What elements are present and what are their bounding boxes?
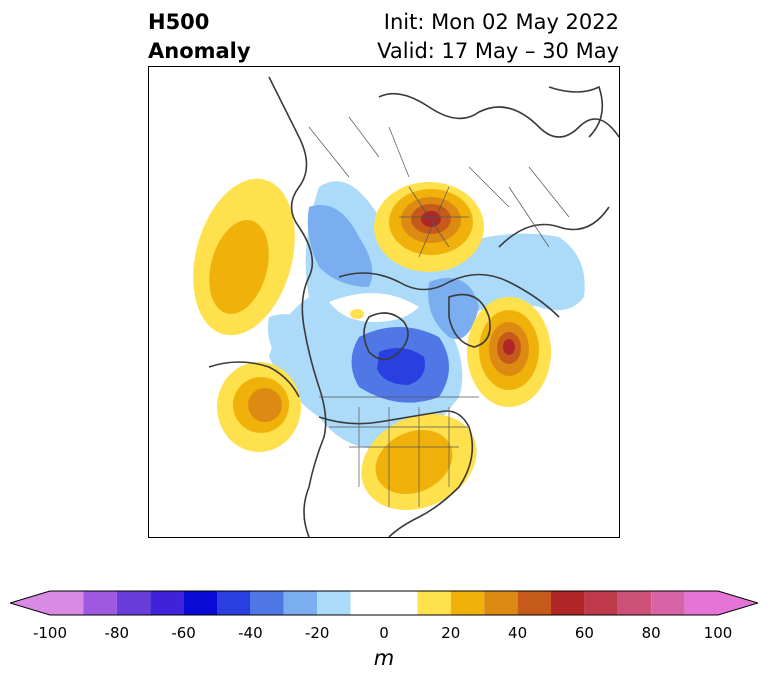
init-date: Init: Mon 02 May 2022 [383, 10, 619, 34]
colorbar-unit: m [373, 646, 395, 670]
colorbar-segment [450, 591, 485, 615]
colorbar-outline [10, 590, 758, 616]
colorbar-segment [317, 591, 351, 615]
colorbar-segment [83, 591, 117, 615]
colorbar-tick-label: -60 [171, 624, 196, 642]
colorbar-segment [517, 591, 551, 615]
chart-title: H500 Anomaly [148, 8, 251, 66]
colorbar-segments [50, 591, 718, 615]
colorbar-segment [684, 591, 718, 615]
colorbar-segment [651, 591, 685, 615]
title-variable: H500 [148, 10, 210, 34]
map-svg [193, 76, 619, 537]
valid-range: Valid: 17 May – 30 May [377, 39, 619, 63]
colorbar-segment [283, 591, 318, 615]
colorbar [10, 590, 758, 616]
colorbar-segment [551, 591, 585, 615]
colorbar-tick-label: -80 [104, 624, 130, 642]
forecast-dates: Init: Mon 02 May 2022 Valid: 17 May – 30… [377, 8, 619, 66]
positive-anomaly-regions [193, 178, 551, 511]
colorbar-segment [584, 591, 618, 615]
colorbar-tick-label: -20 [304, 624, 330, 642]
colorbar-segment [217, 591, 251, 615]
colorbar-tick-label: 40 [508, 624, 528, 642]
anomaly-map [148, 66, 620, 538]
colorbar-segment [150, 591, 184, 615]
colorbar-tick-label: 100 [703, 624, 733, 642]
coastlines [208, 76, 619, 537]
colorbar-segment [350, 591, 418, 615]
colorbar-segment [50, 591, 84, 615]
colorbar-tick-labels: -100 -80 -60 -40 -20 0 20 40 60 80 100 [0, 624, 768, 644]
political-borders [308, 116, 570, 507]
colorbar-tick-label: 80 [641, 624, 661, 642]
title-anomaly: Anomaly [148, 39, 251, 63]
colorbar-under-arrow [10, 591, 50, 615]
colorbar-segment [116, 591, 151, 615]
colorbar-segment [484, 591, 518, 615]
colorbar-tick-label: 60 [574, 624, 594, 642]
colorbar-segment [183, 591, 217, 615]
colorbar-over-arrow [718, 591, 758, 615]
colorbar-tick-label: 0 [379, 624, 389, 642]
negative-anomaly-regions [268, 181, 585, 449]
colorbar-tick-label: -100 [32, 624, 68, 642]
colorbar-segment [250, 591, 284, 615]
colorbar-tick-label: 20 [441, 624, 461, 642]
colorbar-tick-label: -40 [238, 624, 263, 642]
colorbar-segment [617, 591, 652, 615]
colorbar-segment [417, 591, 451, 615]
